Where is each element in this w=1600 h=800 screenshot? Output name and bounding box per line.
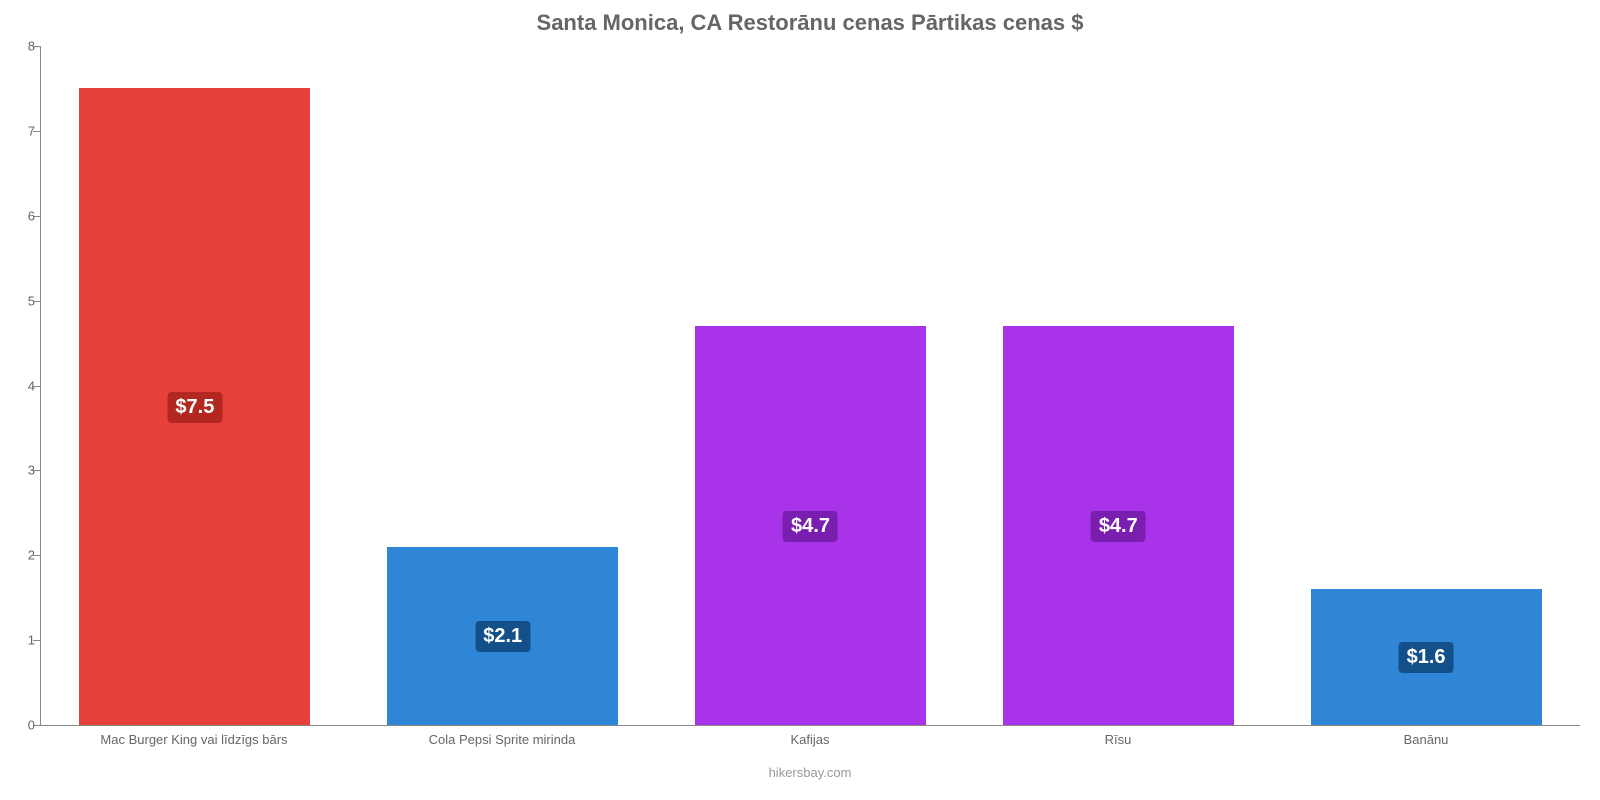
plot-area: 012345678 $7.5$2.1$4.7$4.7$1.6 xyxy=(40,46,1580,726)
bar-slot: $2.1 xyxy=(349,46,657,725)
y-tick-label: 5 xyxy=(11,293,35,308)
price-bar-chart: Santa Monica, CA Restorānu cenas Pārtika… xyxy=(0,0,1600,800)
y-tick-label: 0 xyxy=(11,718,35,733)
bar-slot: $7.5 xyxy=(41,46,349,725)
bar-slot: $4.7 xyxy=(964,46,1272,725)
bar-value-label: $4.7 xyxy=(1091,511,1146,542)
bar-value-label: $1.6 xyxy=(1399,642,1454,673)
bar: $7.5 xyxy=(79,88,310,725)
x-axis-labels: Mac Burger King vai līdzīgs bārsCola Pep… xyxy=(40,732,1580,747)
y-tick-label: 7 xyxy=(11,123,35,138)
bar-value-label: $4.7 xyxy=(783,511,838,542)
attribution-text: hikersbay.com xyxy=(40,765,1580,780)
x-axis-label: Rīsu xyxy=(964,732,1272,747)
bar: $4.7 xyxy=(695,326,926,725)
bar-slot: $4.7 xyxy=(657,46,965,725)
bar-slot: $1.6 xyxy=(1272,46,1580,725)
bar: $1.6 xyxy=(1311,589,1542,725)
x-axis-label: Kafijas xyxy=(656,732,964,747)
y-tick-label: 8 xyxy=(11,39,35,54)
x-axis-label: Banānu xyxy=(1272,732,1580,747)
bars-container: $7.5 $2.1 $4.7 $4.7 $1.6 xyxy=(41,46,1580,725)
y-tick-label: 2 xyxy=(11,548,35,563)
x-axis-label: Cola Pepsi Sprite mirinda xyxy=(348,732,656,747)
y-tick-label: 4 xyxy=(11,378,35,393)
y-tick-label: 1 xyxy=(11,633,35,648)
y-tick-label: 6 xyxy=(11,208,35,223)
chart-title: Santa Monica, CA Restorānu cenas Pārtika… xyxy=(40,10,1580,36)
bar-value-label: $2.1 xyxy=(475,621,530,652)
y-tick-label: 3 xyxy=(11,463,35,478)
x-axis-label: Mac Burger King vai līdzīgs bārs xyxy=(40,732,348,747)
bar-value-label: $7.5 xyxy=(167,392,222,423)
bar: $4.7 xyxy=(1003,326,1234,725)
bar: $2.1 xyxy=(387,547,618,725)
